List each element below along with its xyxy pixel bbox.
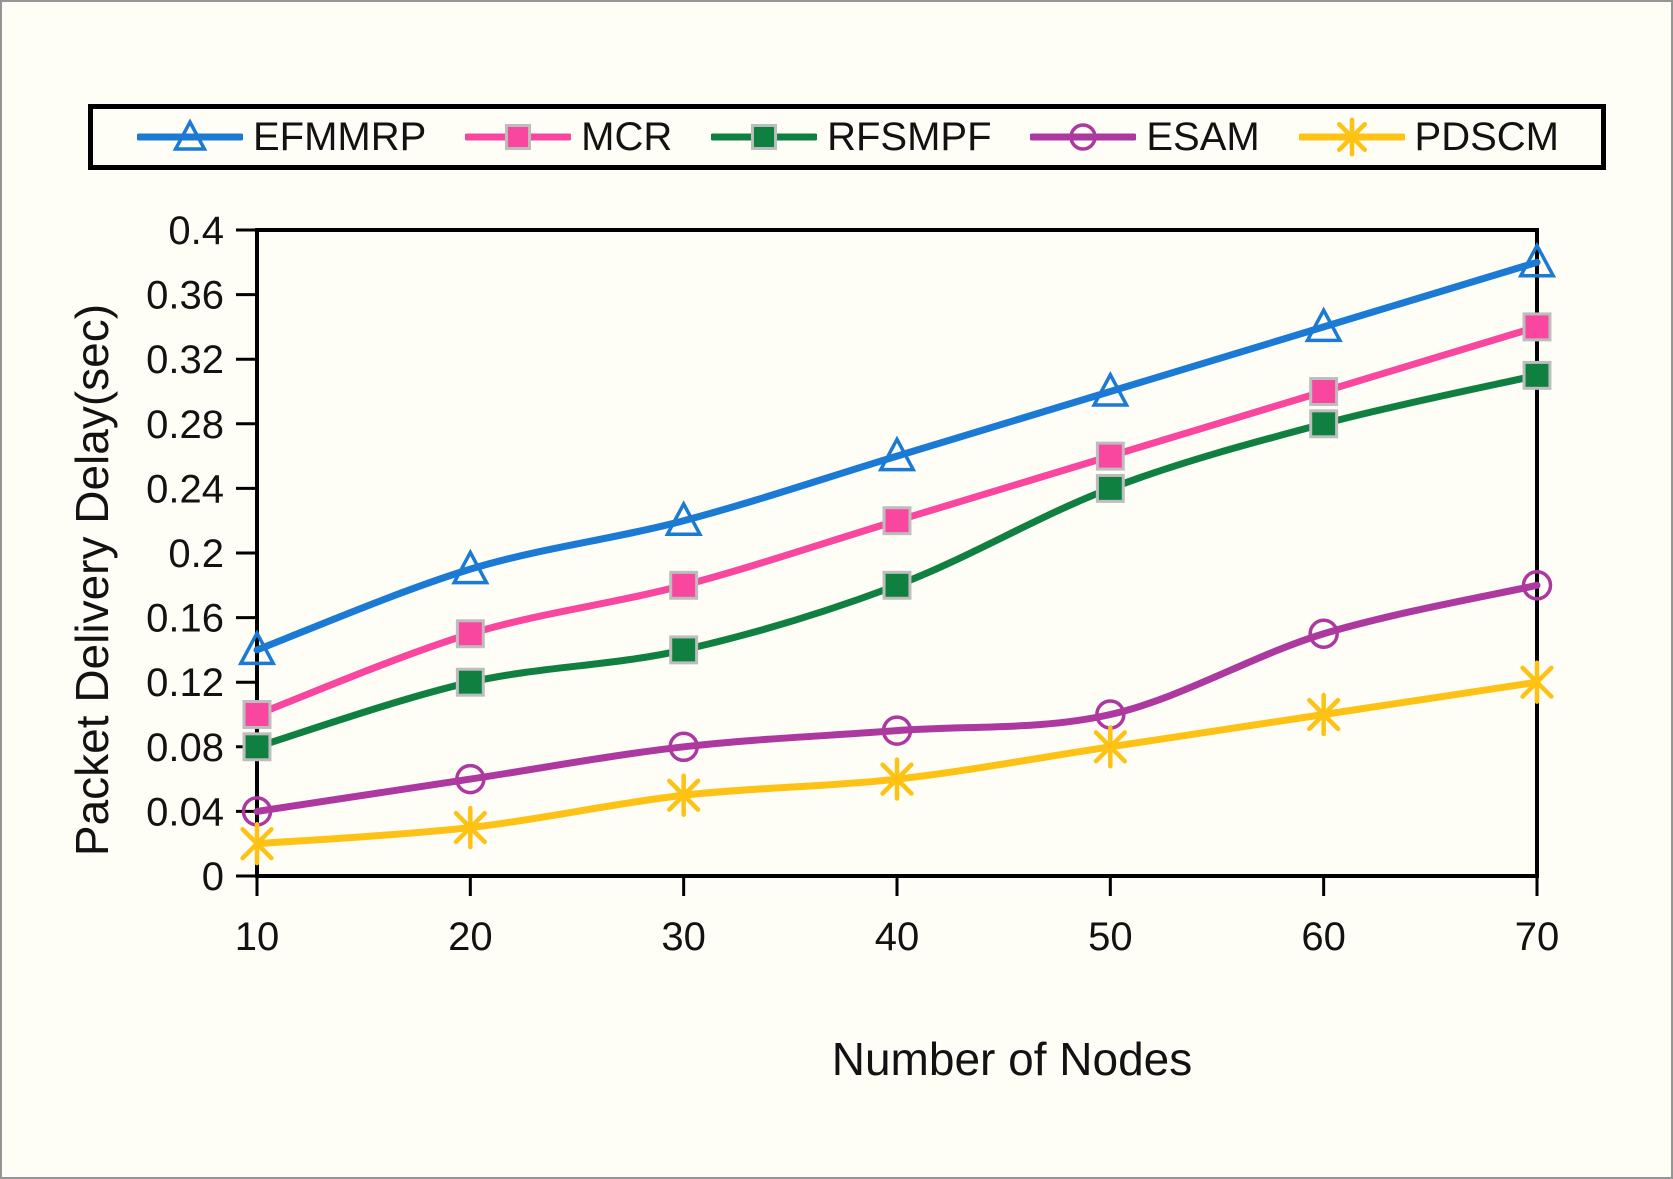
legend-item-efmmrp: EFMMRP: [137, 114, 426, 160]
legend-sample-circle-open: [1030, 123, 1137, 151]
circle-open-marker-icon: [1069, 123, 1098, 151]
x-tick-label: 60: [1301, 915, 1346, 959]
y-tick-label: 0.04: [146, 790, 224, 834]
series-pdscm: [240, 660, 1554, 866]
legend-sample-square: [711, 123, 818, 151]
asterisk-marker-icon: [240, 827, 274, 861]
x-tick-label: 40: [875, 915, 920, 959]
square-marker-icon: [242, 732, 272, 762]
legend-sample-square: [465, 123, 572, 151]
triangle-open-marker-icon: [1091, 371, 1130, 407]
axis-ticks: 0.4 0.36 0.32 0.28 0.24 0.2 0.16 0.12 0.08 0.04 01…: [146, 209, 1559, 959]
y-tick-label: 0.16: [146, 597, 224, 641]
circle-open-marker-icon: [455, 763, 486, 795]
y-tick-label: 0.32: [146, 338, 224, 382]
legend-item-rfsmpf: RFSMPF: [711, 114, 992, 160]
series-line: [253, 371, 1541, 751]
square-marker-icon: [242, 700, 272, 729]
asterisk-marker-icon: [1093, 730, 1127, 764]
legend-label: EFMMRP: [253, 115, 427, 159]
triangle-open-marker-icon: [237, 629, 277, 666]
y-tick-label: 0.08: [146, 726, 224, 770]
legend-label: PDSCM: [1414, 115, 1559, 159]
square-marker-icon: [669, 570, 699, 600]
asterisk-marker-icon: [1520, 665, 1554, 699]
circle-open-marker-icon: [1308, 618, 1339, 649]
y-tick-label: 0.28: [146, 403, 224, 447]
triangle-open-marker-icon: [451, 548, 490, 585]
series-esam: [241, 570, 1553, 827]
square-marker-icon: [455, 619, 485, 649]
asterisk-marker-icon: [453, 810, 487, 845]
series-layer: [237, 241, 1557, 866]
triangle-open-marker-icon: [172, 118, 208, 151]
asterisk-marker-icon: [1307, 697, 1341, 732]
triangle-open-marker-icon: [1517, 241, 1557, 278]
y-tick-label: 0.24: [146, 467, 224, 511]
series-efmmrp: [237, 241, 1557, 666]
triangle-open-marker-icon: [877, 435, 917, 472]
chart-legend: EFMMRP MCR RFSMPF ESAM PDSCM: [88, 104, 1606, 170]
x-tick-label: 70: [1515, 915, 1560, 959]
legend-label: ESAM: [1146, 115, 1260, 159]
legend-label: RFSMPF: [827, 115, 992, 159]
x-tick-label: 50: [1088, 915, 1133, 959]
triangle-open-marker-icon: [664, 500, 703, 536]
square-marker-icon: [751, 123, 778, 151]
circle-open-marker-icon: [668, 731, 699, 763]
circle-open-marker-icon: [881, 715, 913, 746]
y-tick-label: 0.4: [168, 209, 224, 253]
square-marker-icon: [505, 123, 532, 151]
legend-sample-triangle-open: [137, 118, 243, 151]
square-marker-icon: [1309, 409, 1339, 439]
triangle-open-marker-icon: [1304, 306, 1343, 343]
series-line: [253, 258, 1541, 654]
x-tick-label: 30: [661, 915, 706, 959]
series-rfsmpf: [242, 360, 1552, 762]
square-marker-icon: [1522, 312, 1552, 342]
asterisk-marker-icon: [1336, 121, 1367, 153]
square-marker-icon: [1309, 377, 1339, 406]
series-line: [253, 581, 1541, 815]
series-mcr: [242, 312, 1552, 729]
legend-item-mcr: MCR: [465, 114, 672, 160]
x-tick-label: 10: [235, 915, 280, 959]
y-axis-title: Packet Delivery Delay(sec): [66, 304, 118, 856]
circle-open-marker-icon: [1521, 570, 1553, 601]
legend-item-esam: ESAM: [1030, 114, 1260, 160]
y-tick-label: 0.2: [168, 532, 224, 576]
asterisk-marker-icon: [880, 762, 914, 796]
square-marker-icon: [882, 506, 912, 536]
y-tick-label: 0: [202, 855, 224, 899]
asterisk-marker-icon: [667, 778, 701, 812]
square-marker-icon: [455, 667, 485, 697]
square-marker-icon: [669, 635, 699, 665]
y-tick-label: 0.12: [146, 661, 224, 705]
x-axis-title: Number of Nodes: [832, 1033, 1193, 1085]
square-marker-icon: [1095, 441, 1125, 471]
square-marker-icon: [882, 570, 912, 600]
legend-item-pdscm: PDSCM: [1298, 114, 1559, 160]
x-tick-label: 20: [448, 915, 493, 959]
y-tick-label: 0.36: [146, 274, 224, 318]
square-marker-icon: [1095, 473, 1125, 503]
square-marker-icon: [1522, 360, 1552, 390]
legend-label: MCR: [581, 115, 673, 159]
legend-sample-asterisk: [1298, 117, 1405, 157]
